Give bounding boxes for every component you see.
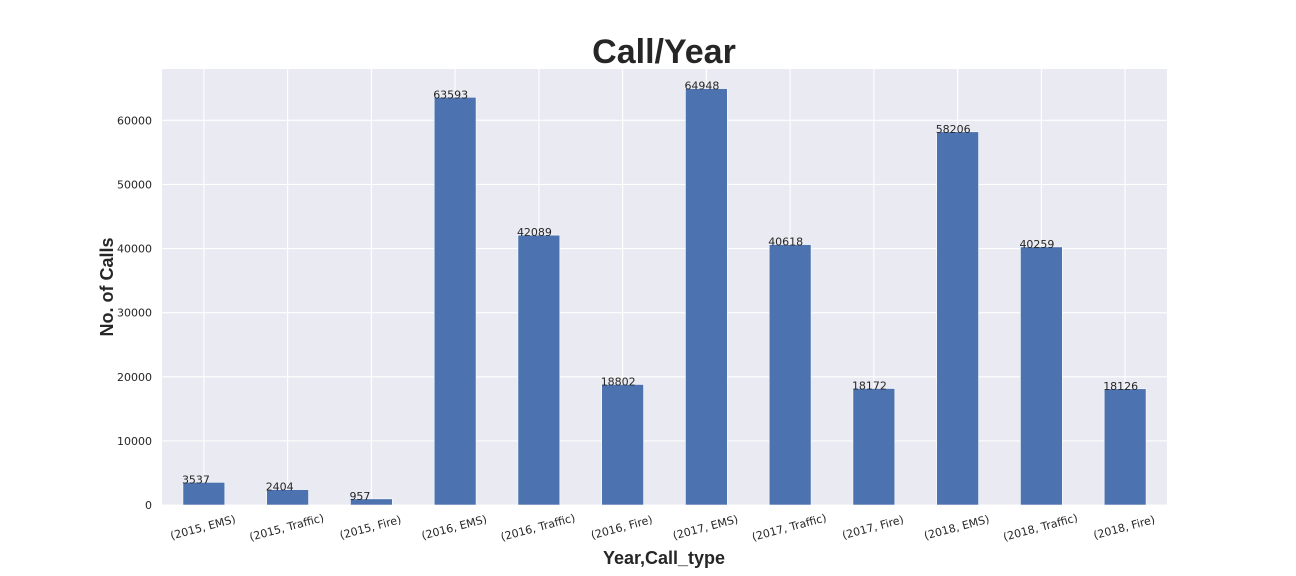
bar [518,235,560,505]
x-tick-label: (2015, EMS) [169,513,237,543]
bar [769,245,811,505]
bar-data-label: 18172 [852,379,887,392]
x-tick-label: (2018, Fire) [1092,513,1156,542]
bar [937,132,979,505]
bar [1020,247,1062,505]
y-tick-label: 50000 [117,178,152,191]
bar-data-label: 18126 [1103,380,1138,393]
x-tick-label: (2017, Traffic) [751,511,828,543]
x-tick-label: (2018, Traffic) [1002,511,1079,543]
y-axis-label: No. of Calls [97,237,117,336]
x-tick-label: (2018, EMS) [923,513,991,543]
y-axis-ticks: 0 10000 20000 30000 40000 50000 60000 [117,114,152,512]
bar-data-label: 42089 [517,226,552,239]
bar [434,97,476,505]
y-tick-label: 60000 [117,114,152,127]
bar-data-label: 64948 [684,80,719,93]
bar [1104,389,1146,505]
chart-title: Call/Year [592,33,736,71]
bar-data-label: 957 [349,490,370,503]
x-tick-label: (2017, Fire) [841,513,905,542]
bar [853,388,895,505]
bar-data-label: 3537 [182,473,210,486]
x-axis-label: Year,Call_type [603,548,725,568]
x-tick-label: (2016, Traffic) [499,511,576,543]
bar-data-label: 18802 [601,375,636,388]
y-tick-label: 20000 [117,371,152,384]
x-tick-label: (2015, Traffic) [248,511,325,543]
x-tick-label: (2015, Fire) [338,513,402,542]
x-tick-label: (2016, Fire) [590,513,654,542]
plot-area [162,69,1167,505]
bar-data-label: 2404 [266,481,294,494]
x-tick-label: (2017, EMS) [671,513,739,543]
y-tick-label: 40000 [117,243,152,256]
bar-data-label: 40259 [1019,238,1054,251]
bar-data-label: 63593 [433,88,468,101]
bar [602,384,644,505]
y-tick-label: 30000 [117,307,152,320]
y-tick-label: 10000 [117,435,152,448]
bar [685,89,727,505]
y-tick-label: 0 [145,499,152,512]
x-axis-ticks: (2015, EMS) (2015, Traffic) (2015, Fire) (2… [169,511,1156,543]
bar-data-label: 58206 [936,123,971,136]
bar-data-label: 40618 [768,236,803,249]
x-tick-label: (2016, EMS) [420,513,488,543]
